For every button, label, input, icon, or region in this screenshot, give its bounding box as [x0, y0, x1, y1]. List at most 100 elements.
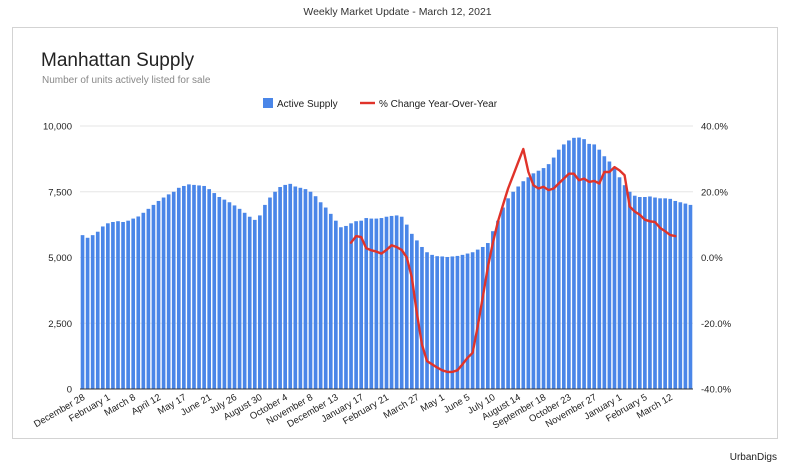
bar — [116, 221, 120, 389]
bar — [166, 194, 171, 389]
bar — [496, 220, 500, 389]
bar — [106, 223, 110, 389]
y-right-tick-label: -40.0% — [701, 385, 732, 396]
bar — [521, 181, 526, 389]
bar — [501, 207, 505, 389]
bar — [247, 216, 252, 389]
bar — [318, 202, 323, 389]
bar — [344, 225, 348, 389]
bar — [364, 218, 369, 389]
bar — [121, 221, 125, 389]
yoy-change-line — [349, 147, 677, 374]
bar — [587, 143, 591, 389]
bar — [242, 212, 247, 389]
bar — [354, 221, 358, 389]
bar — [455, 255, 460, 389]
bar — [491, 231, 495, 389]
bar — [237, 208, 242, 389]
bar — [100, 226, 105, 389]
bar — [151, 204, 156, 389]
bar — [643, 197, 647, 389]
bar — [369, 218, 374, 389]
bar — [156, 200, 161, 389]
bar-series — [80, 137, 693, 389]
bar — [511, 191, 515, 389]
bar — [197, 185, 201, 389]
y-left-tick-label: 0 — [67, 385, 72, 396]
bar — [146, 208, 151, 389]
bar — [339, 227, 343, 389]
bar — [597, 149, 602, 389]
bar — [141, 212, 146, 389]
bar — [303, 189, 308, 389]
chart-frame: Manhattan Supply Number of units activel… — [12, 27, 778, 439]
bar — [131, 218, 136, 389]
bar — [278, 187, 282, 389]
bar — [480, 246, 485, 389]
bar — [622, 185, 627, 389]
x-tick-label: May 1 — [419, 392, 447, 414]
page-header: Weekly Market Update - March 12, 2021 — [303, 6, 492, 18]
bar — [323, 207, 328, 389]
bar — [359, 220, 363, 389]
bar — [551, 157, 556, 389]
bar — [399, 216, 404, 389]
bar — [192, 184, 196, 389]
legend-swatch-active-supply — [263, 98, 273, 108]
y-left-tick-label: 10,000 — [43, 122, 72, 133]
bar — [389, 215, 394, 389]
bar — [384, 216, 389, 389]
bar — [374, 218, 379, 389]
bar — [298, 187, 303, 389]
bar — [673, 200, 678, 389]
bar — [648, 196, 652, 389]
line-series — [349, 147, 677, 374]
bar — [607, 161, 612, 389]
bar — [85, 237, 90, 389]
bar — [683, 203, 688, 389]
bar — [617, 177, 622, 389]
bar — [90, 235, 95, 389]
bar — [202, 185, 206, 389]
bar — [293, 186, 298, 389]
bar — [567, 140, 571, 389]
bar — [187, 184, 191, 389]
y-left-tick-label: 7,500 — [48, 187, 72, 198]
bar — [688, 204, 693, 389]
x-tick-label: April 12 — [130, 392, 163, 418]
bar — [334, 220, 338, 389]
footer-brand: UrbanDigs — [729, 452, 777, 463]
bar — [212, 193, 217, 389]
y-axis-left: 0 2,500 5,000 7,500 10,000 — [43, 122, 72, 396]
bar — [546, 164, 551, 389]
bar — [95, 231, 100, 389]
bar — [263, 204, 267, 389]
bar — [161, 197, 166, 389]
bar — [668, 198, 673, 389]
legend: Active Supply % Change Year-Over-Year — [263, 98, 498, 110]
y-left-tick-label: 5,000 — [48, 253, 72, 264]
bar — [207, 189, 212, 389]
bar — [126, 220, 130, 389]
bar — [602, 156, 607, 389]
bar — [176, 187, 181, 389]
bar — [288, 183, 293, 389]
bar — [450, 256, 455, 389]
bar — [440, 256, 445, 389]
chart-svg: Manhattan Supply Number of units activel… — [32, 50, 732, 431]
bar — [663, 198, 667, 389]
bar — [111, 221, 115, 389]
x-tick-label: June 5 — [442, 392, 472, 416]
chart-subtitle: Number of units actively listed for sale — [42, 75, 211, 86]
bar — [460, 254, 465, 389]
bar — [182, 185, 186, 389]
bar — [470, 252, 475, 389]
bar — [627, 191, 632, 389]
bar — [572, 137, 576, 389]
legend-label-active-supply: Active Supply — [277, 99, 338, 110]
bar — [394, 215, 399, 389]
bar — [425, 252, 429, 389]
bar — [171, 191, 176, 389]
bar — [561, 144, 566, 389]
